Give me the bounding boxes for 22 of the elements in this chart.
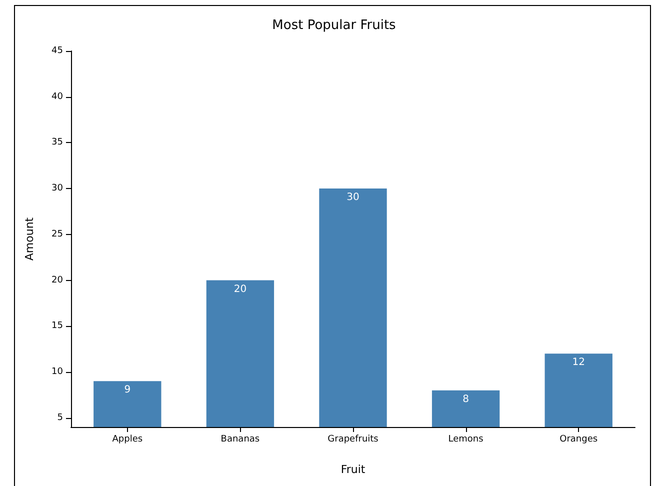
x-tick-label: Oranges <box>560 434 598 444</box>
y-tick-label: 30 <box>52 184 64 194</box>
data-label: 9 <box>124 384 131 396</box>
x-tick-label: Bananas <box>220 434 260 444</box>
data-label: 8 <box>462 394 469 405</box>
x-axis-title: Fruit <box>340 463 366 476</box>
y-tick-label: 45 <box>52 46 63 56</box>
data-label: 20 <box>234 284 247 295</box>
data-label: 30 <box>346 192 360 204</box>
y-tick-label: 20 <box>52 275 64 286</box>
y-tick-label: 35 <box>52 138 63 148</box>
y-tick-label: 10 <box>52 366 64 377</box>
y-tick-label: 15 <box>52 321 63 332</box>
y-axis-title: Amount <box>23 216 36 261</box>
x-tick-label: Grapefruits <box>328 434 379 444</box>
y-tick-label: 40 <box>52 92 64 102</box>
x-tick-label: Apples <box>112 434 143 444</box>
y-tick-label: 5 <box>57 412 63 423</box>
x-tick-label: Lemons <box>448 434 484 444</box>
y-tick-label: 25 <box>52 229 63 240</box>
data-label: 12 <box>572 357 585 368</box>
chart-title: Most Popular Fruits <box>272 18 396 33</box>
